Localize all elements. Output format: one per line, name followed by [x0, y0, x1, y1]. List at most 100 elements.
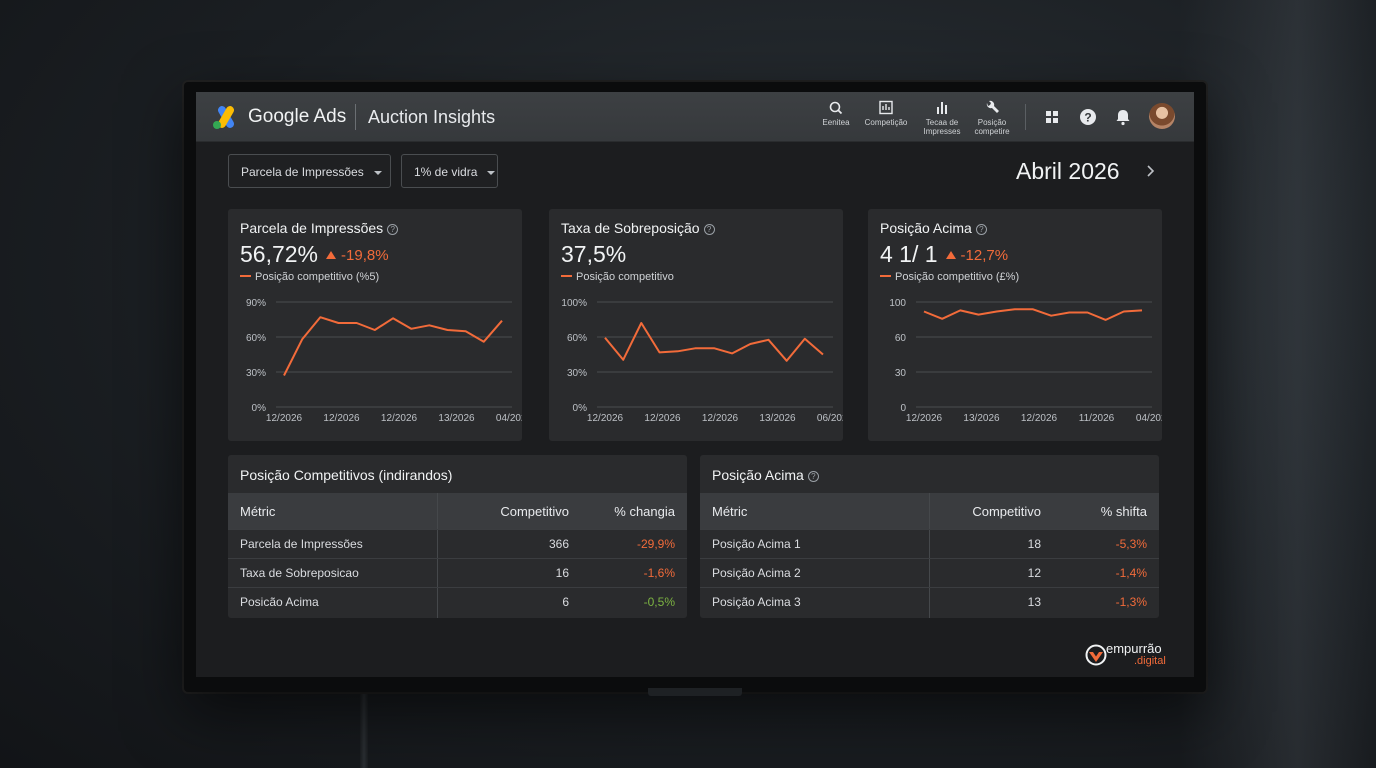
- card-overlap-rate: Taxa de Sobreposição? 37,5% Posição comp…: [549, 209, 843, 441]
- table-row[interactable]: Parcela de Impressões 366 -29,9%: [228, 529, 687, 558]
- competitive-cell: 13: [1027, 595, 1041, 609]
- legend-swatch: [880, 275, 891, 277]
- column-header-metric[interactable]: Métric: [240, 503, 276, 519]
- footer-logo: empurrão .digital: [1084, 642, 1184, 670]
- nav-search-label: Eenitea: [822, 118, 850, 127]
- wall-light: [1180, 0, 1376, 768]
- chevron-down-icon: [487, 170, 496, 175]
- change-cell: -1,6%: [643, 566, 675, 580]
- period-filter-dropdown[interactable]: 1% de vidra: [401, 154, 498, 188]
- column-header-competitive[interactable]: Competitivo: [972, 503, 1041, 519]
- help-circle-icon[interactable]: ?: [703, 224, 715, 235]
- bar-chart-icon: [937, 102, 947, 114]
- column-header-competitive[interactable]: Competitivo: [500, 503, 569, 519]
- x-tick-label: 04/2026: [1136, 413, 1162, 424]
- help-circle-icon[interactable]: ?: [387, 224, 399, 235]
- card-position-above: Posição Acima? 4 1/ 1 -12,7% Posição comp…: [868, 209, 1162, 441]
- card-value: 37,5%: [561, 241, 627, 267]
- nav-search[interactable]: Eenitea: [806, 100, 866, 127]
- y-tick-label: 0: [900, 403, 906, 414]
- panel-title: Posição Competitivos (indirandos): [240, 467, 453, 483]
- metric-cell: Posição Acima 1: [712, 537, 801, 551]
- x-tick-label: 12/2026: [266, 413, 303, 424]
- table-row[interactable]: Posição Acima 1 18 -5,3%: [700, 529, 1159, 558]
- nav-impressions[interactable]: Tecaa de Impresses: [912, 100, 972, 136]
- column-header-metric[interactable]: Métric: [712, 503, 748, 519]
- y-tick-label: 30%: [567, 368, 587, 379]
- tv-cable: [360, 688, 368, 768]
- triangle-up-icon: [945, 251, 956, 259]
- card-title: Posição Acima?: [880, 220, 987, 236]
- x-tick-label: 12/2026: [906, 413, 943, 424]
- metric-filter-value: Parcela de Impressões: [241, 165, 364, 179]
- column-header-change[interactable]: % shifta: [1100, 503, 1147, 519]
- card-delta: -12,7%: [945, 247, 1008, 264]
- title-divider: [355, 104, 356, 130]
- y-tick-label: 60%: [567, 333, 587, 344]
- column-divider: [437, 493, 438, 618]
- nav-position-label: Posição competire: [974, 118, 1010, 136]
- toolbar-divider: [1025, 104, 1026, 130]
- x-tick-label: 12/2026: [702, 413, 739, 424]
- card-impression-share: Parcela de Impressões? 56,72% -19,8% Posi…: [228, 209, 522, 441]
- x-tick-label: 06/2026: [817, 413, 843, 424]
- table-header: Métric Competitivo % changia: [228, 493, 687, 529]
- user-avatar[interactable]: [1149, 103, 1175, 129]
- apps-grid-icon[interactable]: [1042, 107, 1062, 127]
- change-cell: -1,3%: [1115, 595, 1147, 609]
- table-row[interactable]: Posição Acima 3 13 -1,3%: [700, 587, 1159, 616]
- google-ads-logo-icon[interactable]: [212, 104, 240, 130]
- page-title: Auction Insights: [368, 107, 496, 127]
- card-delta: -19,8%: [326, 247, 389, 264]
- metric-cell: Posição Acima 2: [712, 566, 801, 580]
- brand-name: Google Ads: [248, 106, 347, 127]
- metric-cell: Posicão Acima: [240, 595, 319, 609]
- x-tick-label: 11/2026: [1079, 413, 1115, 424]
- nav-competition-label: Competição: [864, 118, 908, 127]
- table-row[interactable]: Posição Acima 2 12 -1,4%: [700, 558, 1159, 587]
- nav-impressions-label: Tecaa de Impresses: [923, 118, 961, 136]
- x-tick-label: 04/2026: [496, 413, 522, 424]
- change-cell: -1,4%: [1115, 566, 1147, 580]
- competitive-cell: 12: [1027, 566, 1041, 580]
- card-title: Parcela de Impressões?: [240, 220, 399, 236]
- nav-competition[interactable]: Competição: [856, 100, 916, 127]
- y-tick-label: 100%: [561, 298, 587, 309]
- competitive-cell: 6: [562, 595, 569, 609]
- report-icon: [879, 100, 893, 115]
- help-circle-icon[interactable]: ?: [807, 471, 819, 482]
- period-filter-value: 1% de vidra: [414, 165, 478, 179]
- help-icon[interactable]: ?: [1078, 107, 1098, 127]
- column-header-change[interactable]: % changia: [614, 503, 675, 519]
- notifications-bell-icon[interactable]: [1113, 107, 1133, 127]
- competitive-cell: 16: [555, 566, 569, 580]
- metric-filter-dropdown[interactable]: Parcela de Impressões: [228, 154, 391, 188]
- search-icon: [829, 101, 843, 115]
- x-tick-label: 12/2026: [381, 413, 418, 424]
- y-tick-label: 60: [895, 333, 907, 344]
- y-tick-label: 90%: [246, 298, 266, 309]
- chevron-right-icon[interactable]: [1144, 164, 1158, 178]
- table-competitive-positions: Posição Competitivos (indirandos) Métric…: [228, 455, 687, 618]
- change-cell: -29,9%: [636, 537, 675, 551]
- table-position-above: Posição Acima? Métric Competitivo % shif…: [700, 455, 1159, 618]
- series-line: [923, 308, 1143, 321]
- column-divider: [929, 493, 930, 618]
- help-circle-icon[interactable]: ?: [975, 224, 987, 235]
- y-tick-label: 30%: [246, 368, 266, 379]
- card-legend: Posição competitivo (£%): [880, 271, 1019, 283]
- card-value: 56,72% -19,8%: [240, 241, 389, 267]
- y-tick-label: 0%: [252, 403, 267, 414]
- table-row[interactable]: Taxa de Sobreposicao 16 -1,6%: [228, 558, 687, 587]
- nav-position[interactable]: Posição competire: [962, 100, 1022, 136]
- x-tick-label: 12/2026: [644, 413, 681, 424]
- table-row[interactable]: Posicão Acima 6 -0,5%: [228, 587, 687, 616]
- x-tick-label: 13/2026: [438, 413, 475, 424]
- triangle-up-icon: [326, 251, 337, 259]
- y-tick-label: 30: [895, 368, 907, 379]
- x-tick-label: 13/2026: [963, 413, 1000, 424]
- legend-swatch: [240, 275, 251, 277]
- change-cell: -0,5%: [643, 595, 675, 609]
- card-value: 4 1/ 1 -12,7%: [880, 241, 1009, 267]
